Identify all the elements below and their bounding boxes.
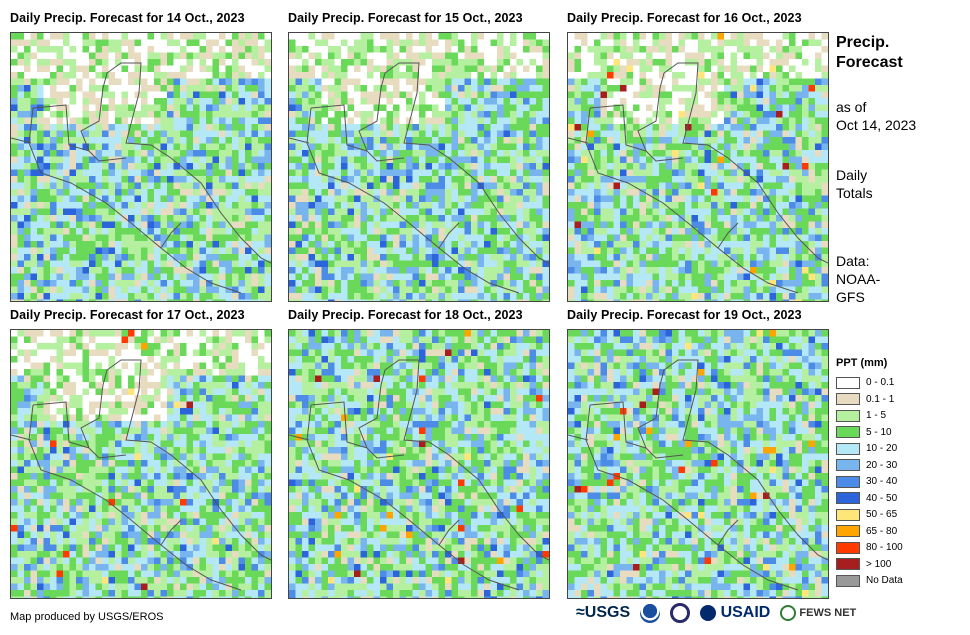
- fews-net-text: FEWS NET: [799, 606, 857, 619]
- precip-map: [567, 329, 829, 599]
- legend-swatch: [836, 492, 860, 504]
- usaid-logo: USAID: [700, 604, 770, 622]
- as-of-label: as of: [836, 99, 867, 115]
- legend-swatch: [836, 541, 860, 554]
- fews-net-logo: FEWS NET: [780, 605, 856, 621]
- legend-item: 5 - 10: [836, 425, 903, 440]
- usgs-logo: ≈USGS: [576, 604, 630, 622]
- legend-item: 0 - 0.1: [836, 375, 903, 390]
- legend-label: 1 - 5: [866, 410, 887, 421]
- legend-item: 30 - 40: [836, 474, 903, 489]
- legend-swatch: [836, 558, 860, 570]
- precip-map: [288, 329, 550, 599]
- usgs-wave-icon: ≈: [576, 604, 585, 621]
- side-title-line: Precip.: [836, 34, 890, 51]
- legend-label: 30 - 40: [866, 476, 898, 487]
- country-borders: [11, 359, 271, 591]
- side-title-line: Forecast: [836, 54, 903, 71]
- legend-label: 50 - 65: [866, 509, 898, 520]
- country-borders: [289, 359, 549, 591]
- legend-label: 40 - 50: [866, 492, 898, 504]
- data-source-line: GFS: [836, 289, 865, 305]
- legend-item: 10 - 20: [836, 441, 903, 456]
- legend-title: PPT (mm): [836, 357, 888, 369]
- panel-title: Daily Precip. Forecast for 19 Oct., 2023: [567, 308, 802, 322]
- legend-swatch: [836, 376, 860, 389]
- fews-globe-icon: [780, 605, 797, 621]
- daily-totals: Daily Totals: [836, 166, 873, 202]
- legend-item: 20 - 30: [836, 458, 903, 473]
- legend-item: 50 - 65: [836, 507, 903, 522]
- legend-item: 40 - 50: [836, 491, 903, 506]
- data-source-line: NOAA-: [836, 271, 881, 287]
- country-borders: [289, 62, 549, 294]
- country-borders: [11, 62, 271, 294]
- legend-label: > 100: [866, 558, 892, 570]
- legend-swatch: [836, 442, 860, 455]
- noaa-logo-icon: [640, 603, 661, 623]
- legend-label: 0 - 0.1: [866, 377, 895, 388]
- legend-label: 80 - 100: [866, 542, 903, 553]
- usaid-seal-icon: [700, 604, 717, 621]
- data-source: Data: NOAA- GFS: [836, 252, 880, 306]
- usaid-logo-text: USAID: [720, 604, 771, 621]
- legend-item: 1 - 5: [836, 408, 903, 423]
- country-borders: [568, 359, 828, 591]
- legend-label: 5 - 10: [866, 426, 892, 438]
- daily-label: Daily: [836, 167, 868, 183]
- legend-swatch: [836, 508, 860, 521]
- precip-map: [10, 32, 272, 302]
- legend-swatch: [836, 409, 860, 422]
- credit-text: Map produced by USGS/EROS: [10, 611, 164, 623]
- side-title: Precip. Forecast: [836, 33, 903, 73]
- legend-item: 80 - 100: [836, 540, 903, 555]
- legend-swatch: [836, 525, 860, 537]
- legend-swatch: [836, 475, 860, 488]
- partner-logos: ≈USGS USAID FEWS NET: [576, 603, 856, 623]
- legend-label: 0.1 - 1: [866, 393, 895, 405]
- legend-item: No Data: [836, 573, 903, 588]
- data-label: Data:: [836, 253, 870, 269]
- precip-map: [10, 329, 272, 599]
- legend-item: 0.1 - 1: [836, 392, 903, 407]
- usgs-logo-text: USGS: [584, 604, 631, 621]
- country-borders: [568, 62, 828, 294]
- legend: 0 - 0.1 0.1 - 1 1 - 5 5 - 10 10 - 20 20 - 30 3…: [836, 375, 903, 590]
- legend-label: 20 - 30: [866, 459, 898, 471]
- precip-map: [567, 32, 829, 302]
- panel-title: Daily Precip. Forecast for 15 Oct., 2023: [288, 11, 523, 25]
- panel-title: Daily Precip. Forecast for 18 Oct., 2023: [288, 308, 523, 322]
- legend-swatch: [836, 393, 860, 405]
- legend-label: 10 - 20: [866, 443, 898, 454]
- legend-label: No Data: [866, 575, 903, 586]
- panel-title: Daily Precip. Forecast for 17 Oct., 2023: [10, 308, 245, 322]
- legend-swatch: [836, 426, 860, 438]
- as-of-value: Oct 14, 2023: [836, 117, 917, 133]
- totals-label: Totals: [836, 185, 873, 201]
- legend-label: 65 - 80: [866, 525, 898, 537]
- as-of-date: as of Oct 14, 2023: [836, 98, 916, 134]
- legend-swatch: [836, 459, 860, 471]
- legend-item: > 100: [836, 557, 903, 572]
- panel-title: Daily Precip. Forecast for 14 Oct., 2023: [10, 11, 245, 25]
- legend-swatch: [836, 574, 860, 587]
- doi-seal-icon: [670, 603, 691, 623]
- panel-title: Daily Precip. Forecast for 16 Oct., 2023: [567, 11, 802, 25]
- legend-item: 65 - 80: [836, 524, 903, 539]
- precip-map: [288, 32, 550, 302]
